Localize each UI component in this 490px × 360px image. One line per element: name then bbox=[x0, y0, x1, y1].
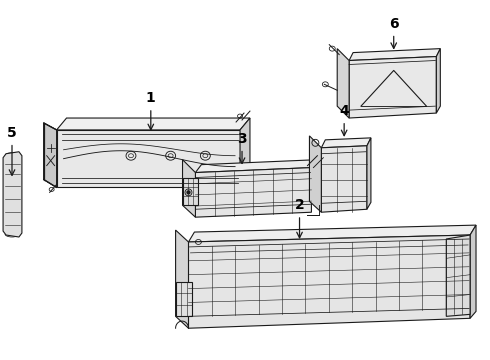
Polygon shape bbox=[196, 160, 318, 172]
Polygon shape bbox=[321, 138, 371, 148]
Polygon shape bbox=[349, 57, 437, 118]
Polygon shape bbox=[337, 49, 349, 118]
Polygon shape bbox=[367, 138, 371, 209]
Polygon shape bbox=[240, 118, 250, 188]
Polygon shape bbox=[437, 49, 441, 113]
Text: 2: 2 bbox=[294, 198, 304, 238]
Ellipse shape bbox=[187, 191, 190, 194]
Polygon shape bbox=[44, 123, 57, 188]
Text: 5: 5 bbox=[7, 126, 17, 175]
Text: 4: 4 bbox=[339, 104, 349, 136]
Polygon shape bbox=[189, 225, 476, 242]
Polygon shape bbox=[44, 123, 57, 188]
Polygon shape bbox=[175, 282, 193, 316]
Polygon shape bbox=[57, 130, 240, 188]
Polygon shape bbox=[470, 225, 476, 318]
Polygon shape bbox=[310, 136, 321, 212]
Text: 6: 6 bbox=[389, 17, 398, 48]
Polygon shape bbox=[57, 118, 250, 130]
Polygon shape bbox=[183, 160, 196, 217]
Polygon shape bbox=[196, 168, 312, 217]
Polygon shape bbox=[189, 235, 470, 328]
Polygon shape bbox=[175, 230, 189, 328]
Polygon shape bbox=[349, 49, 441, 60]
Polygon shape bbox=[446, 235, 470, 316]
Polygon shape bbox=[183, 177, 198, 205]
Text: 1: 1 bbox=[146, 91, 156, 130]
Polygon shape bbox=[321, 146, 367, 212]
Polygon shape bbox=[3, 152, 22, 237]
Text: 3: 3 bbox=[237, 132, 247, 163]
